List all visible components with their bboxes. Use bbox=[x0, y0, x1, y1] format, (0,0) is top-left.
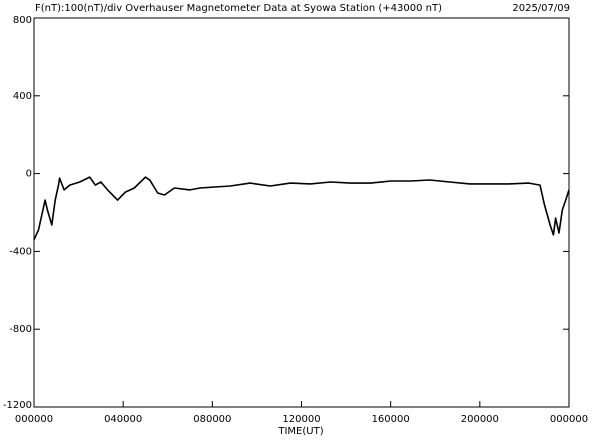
y-tick-label: -800 bbox=[9, 324, 32, 335]
y-tick-label: 800 bbox=[13, 15, 32, 26]
plot-frame bbox=[33, 17, 570, 408]
x-tick-label: 200000 bbox=[461, 414, 499, 425]
x-tick-label: 040000 bbox=[104, 414, 142, 425]
chart-date: 2025/07/09 bbox=[512, 3, 570, 14]
y-tick-label: -400 bbox=[9, 246, 32, 257]
y-tick-label: 400 bbox=[13, 91, 32, 102]
x-axis-label: TIME(UT) bbox=[277, 426, 323, 437]
x-tick-label: 000000 bbox=[15, 414, 53, 425]
x-tick-label: 160000 bbox=[372, 414, 410, 425]
y-tick-label: -1200 bbox=[3, 400, 32, 411]
chart-title: F(nT):100(nT)/div Overhauser Magnetomete… bbox=[35, 3, 442, 14]
y-tick-label: 0 bbox=[26, 169, 32, 180]
x-tick-label: 080000 bbox=[193, 414, 231, 425]
x-tick-label: 000000 bbox=[550, 414, 588, 425]
x-tick-label: 120000 bbox=[282, 414, 320, 425]
data-line bbox=[33, 176, 570, 241]
